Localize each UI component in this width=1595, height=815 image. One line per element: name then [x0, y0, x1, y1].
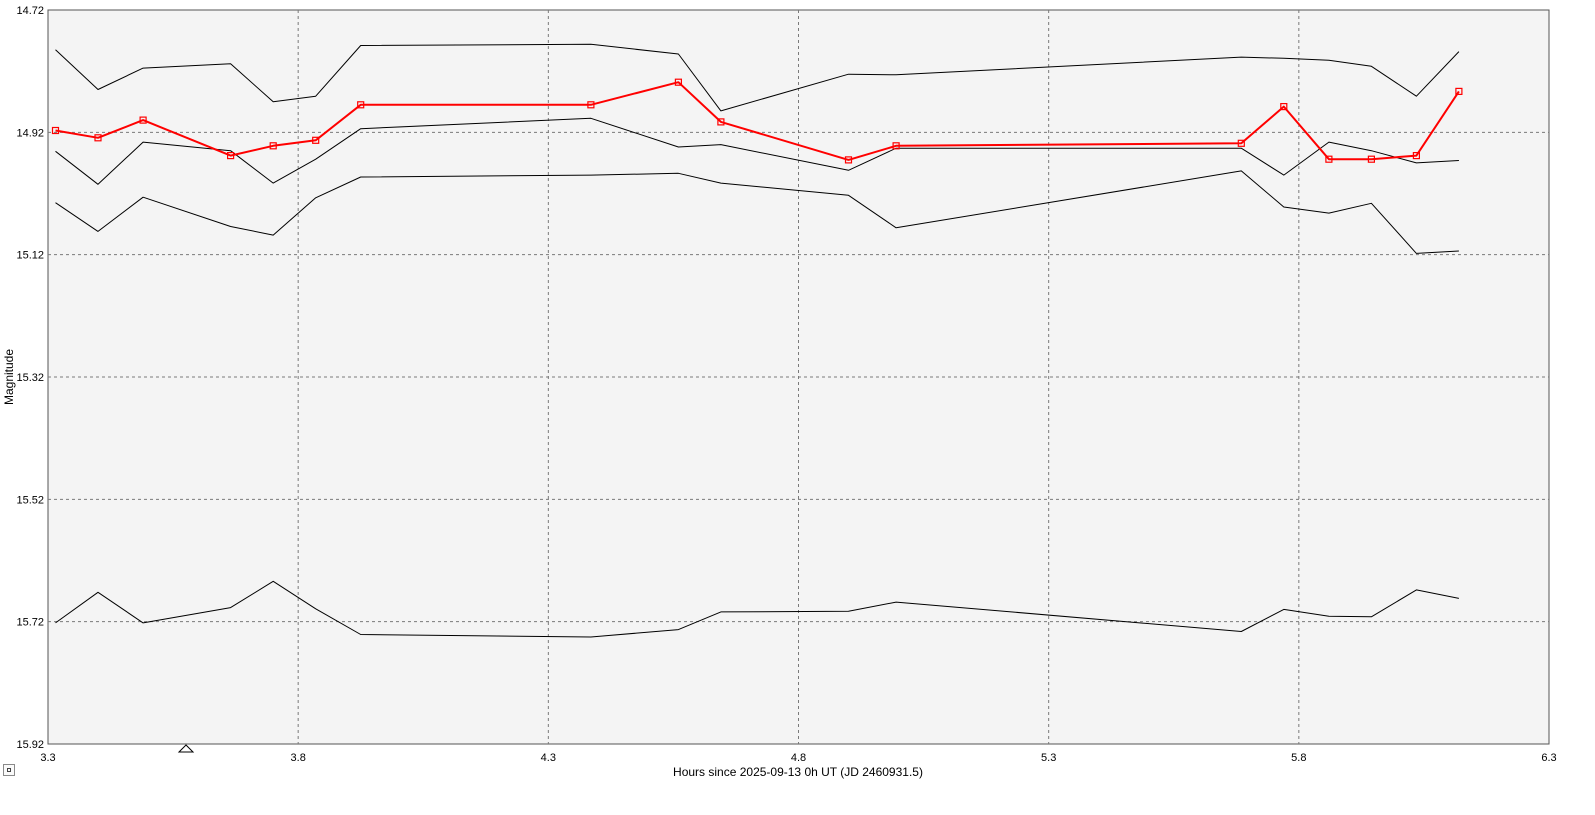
y-tick-label: 14.72: [16, 5, 44, 17]
target-data-point[interactable]: [51, 126, 60, 135]
y-tick-label: 14.92: [16, 127, 44, 139]
x-tick-label: 3.8: [291, 752, 306, 764]
y-tick-label: 15.32: [16, 372, 44, 384]
target-data-point[interactable]: [357, 101, 365, 109]
target-data-point[interactable]: [844, 156, 853, 164]
target-data-point[interactable]: [227, 152, 235, 160]
x-tick-label: 4.8: [791, 752, 806, 764]
y-tick-label: 15.12: [16, 250, 44, 262]
target-data-point[interactable]: [674, 78, 683, 86]
target-data-point[interactable]: [1412, 152, 1421, 160]
target-data-point[interactable]: [1280, 102, 1288, 111]
triangle-marker-icon[interactable]: [177, 744, 195, 753]
target-data-point[interactable]: [1237, 139, 1245, 147]
target-data-point[interactable]: [312, 136, 320, 144]
target-data-point[interactable]: [269, 142, 277, 150]
series-group: [51, 43, 1463, 638]
target-data-point[interactable]: [1367, 155, 1376, 163]
x-tick-label: 4.3: [541, 752, 556, 764]
target-data-point[interactable]: [892, 142, 900, 150]
x-axis-ticks: 3.3 3.8 4.3 4.8 5.3 5.8 6.3: [40, 752, 1556, 764]
y-axis-title: Magnitude: [2, 349, 16, 405]
x-tick-label: 5.3: [1041, 752, 1056, 764]
x-axis-title: Hours since 2025-09-13 0h UT (JD 2460931…: [673, 765, 923, 779]
y-tick-label: 15.52: [16, 494, 44, 506]
target-data-point[interactable]: [1325, 155, 1333, 163]
target-data-point[interactable]: [587, 101, 595, 109]
x-tick-label: 6.3: [1541, 752, 1556, 764]
y-axis-ticks: 14.72 14.92 15.12 15.32 15.52 15.72 15.92: [16, 5, 44, 751]
target-series-line[interactable]: [55, 81, 1460, 161]
comparison-series-line-3[interactable]: [55, 170, 1459, 254]
x-tick-label: 3.3: [40, 752, 55, 764]
target-data-point[interactable]: [1455, 87, 1463, 96]
square-button-icon[interactable]: [3, 764, 15, 776]
grid: [48, 10, 1549, 744]
target-data-point[interactable]: [717, 118, 725, 126]
y-tick-label: 15.92: [16, 739, 44, 751]
comparison-series-line-1[interactable]: [55, 43, 1460, 112]
x-tick-label: 5.8: [1291, 752, 1306, 764]
target-data-point[interactable]: [139, 116, 147, 124]
target-data-point[interactable]: [94, 134, 102, 142]
comparison-series-line-4[interactable]: [55, 580, 1459, 638]
y-tick-label: 15.72: [16, 617, 44, 629]
